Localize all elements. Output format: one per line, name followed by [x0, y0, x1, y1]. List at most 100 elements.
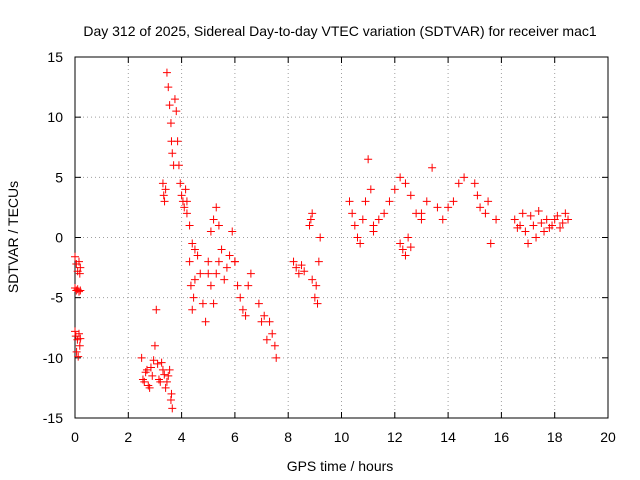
data-point: [314, 257, 323, 266]
data-point: [185, 257, 194, 266]
data-point: [484, 197, 493, 206]
data-point: [76, 334, 85, 343]
data-point: [188, 239, 197, 248]
data-point: [185, 221, 194, 230]
x-tick-label: 8: [284, 429, 292, 445]
data-point: [161, 185, 170, 194]
data-point: [422, 197, 431, 206]
data-point: [154, 375, 163, 384]
data-point: [214, 257, 223, 266]
data-point: [164, 371, 173, 380]
data-point: [254, 299, 263, 308]
data-point: [71, 252, 79, 261]
data-point: [75, 341, 84, 350]
data-point: [542, 215, 551, 224]
data-point: [150, 341, 159, 350]
marks-layer: [71, 68, 573, 413]
data-point: [233, 281, 242, 290]
data-point: [168, 404, 177, 413]
data-point: [206, 281, 215, 290]
data-point: [350, 221, 359, 230]
data-point: [297, 261, 306, 270]
data-point: [172, 107, 181, 116]
data-point: [162, 377, 171, 386]
data-point: [438, 215, 447, 224]
grid-layer: [75, 57, 608, 418]
data-point: [174, 161, 183, 170]
x-tick-label: 6: [231, 429, 239, 445]
data-point: [444, 203, 453, 212]
data-point: [556, 223, 565, 232]
data-point: [513, 223, 522, 232]
data-point: [476, 203, 485, 212]
data-point: [540, 227, 549, 236]
data-point: [406, 243, 415, 252]
data-point: [173, 137, 182, 146]
data-point: [153, 359, 162, 368]
data-point: [534, 207, 543, 216]
data-point: [545, 223, 554, 232]
x-tick-label: 16: [494, 429, 510, 445]
data-point: [146, 363, 155, 372]
data-point: [345, 197, 354, 206]
y-tick-label: -5: [51, 290, 64, 306]
data-point: [406, 191, 415, 200]
data-point: [180, 203, 189, 212]
data-point: [168, 149, 177, 158]
data-point: [162, 68, 171, 77]
axis-layer: 0 2 4 6 8 10 12 14 16 18 20 -15 -10 -5 0 5 10 15: [43, 49, 616, 445]
data-point: [74, 352, 83, 361]
data-point: [176, 179, 185, 188]
data-point: [220, 275, 229, 284]
data-point: [189, 293, 198, 302]
data-point: [209, 299, 218, 308]
data-point: [564, 215, 573, 224]
data-point: [198, 299, 207, 308]
data-point: [206, 227, 215, 236]
data-point: [257, 317, 266, 326]
data-point: [260, 311, 269, 320]
data-point: [526, 211, 535, 220]
data-point: [144, 381, 153, 390]
data-point: [241, 311, 250, 320]
data-point: [518, 209, 527, 218]
data-point: [417, 209, 426, 218]
data-point: [272, 353, 281, 362]
data-point: [292, 263, 301, 272]
data-point: [398, 245, 407, 254]
x-tick-label: 20: [600, 429, 616, 445]
data-point: [486, 239, 495, 248]
data-point: [166, 119, 175, 128]
y-axis-label: SDTVAR / TECUs: [5, 181, 21, 293]
data-point: [454, 179, 463, 188]
data-point: [396, 239, 405, 248]
data-point: [521, 227, 530, 236]
data-point: [201, 317, 210, 326]
x-tick-label: 4: [178, 429, 186, 445]
x-tick-label: 2: [124, 429, 132, 445]
data-point: [356, 239, 365, 248]
data-point: [558, 219, 567, 228]
data-point: [193, 251, 202, 260]
data-point: [396, 173, 405, 182]
data-point: [270, 341, 279, 350]
data-point: [160, 197, 169, 206]
y-tick-label: 0: [55, 230, 63, 246]
x-tick-label: 18: [547, 429, 563, 445]
data-point: [188, 305, 197, 314]
data-point: [225, 251, 234, 260]
data-point: [181, 185, 190, 194]
data-point: [170, 95, 179, 104]
data-point: [152, 305, 161, 314]
data-point: [190, 245, 199, 254]
data-point: [164, 83, 173, 92]
data-point: [305, 221, 314, 230]
data-point: [561, 209, 570, 218]
data-point: [209, 215, 218, 224]
data-point: [212, 203, 221, 212]
y-tick-label: 10: [47, 109, 63, 125]
data-point: [369, 221, 378, 230]
data-point: [433, 203, 442, 212]
data-point: [217, 245, 226, 254]
